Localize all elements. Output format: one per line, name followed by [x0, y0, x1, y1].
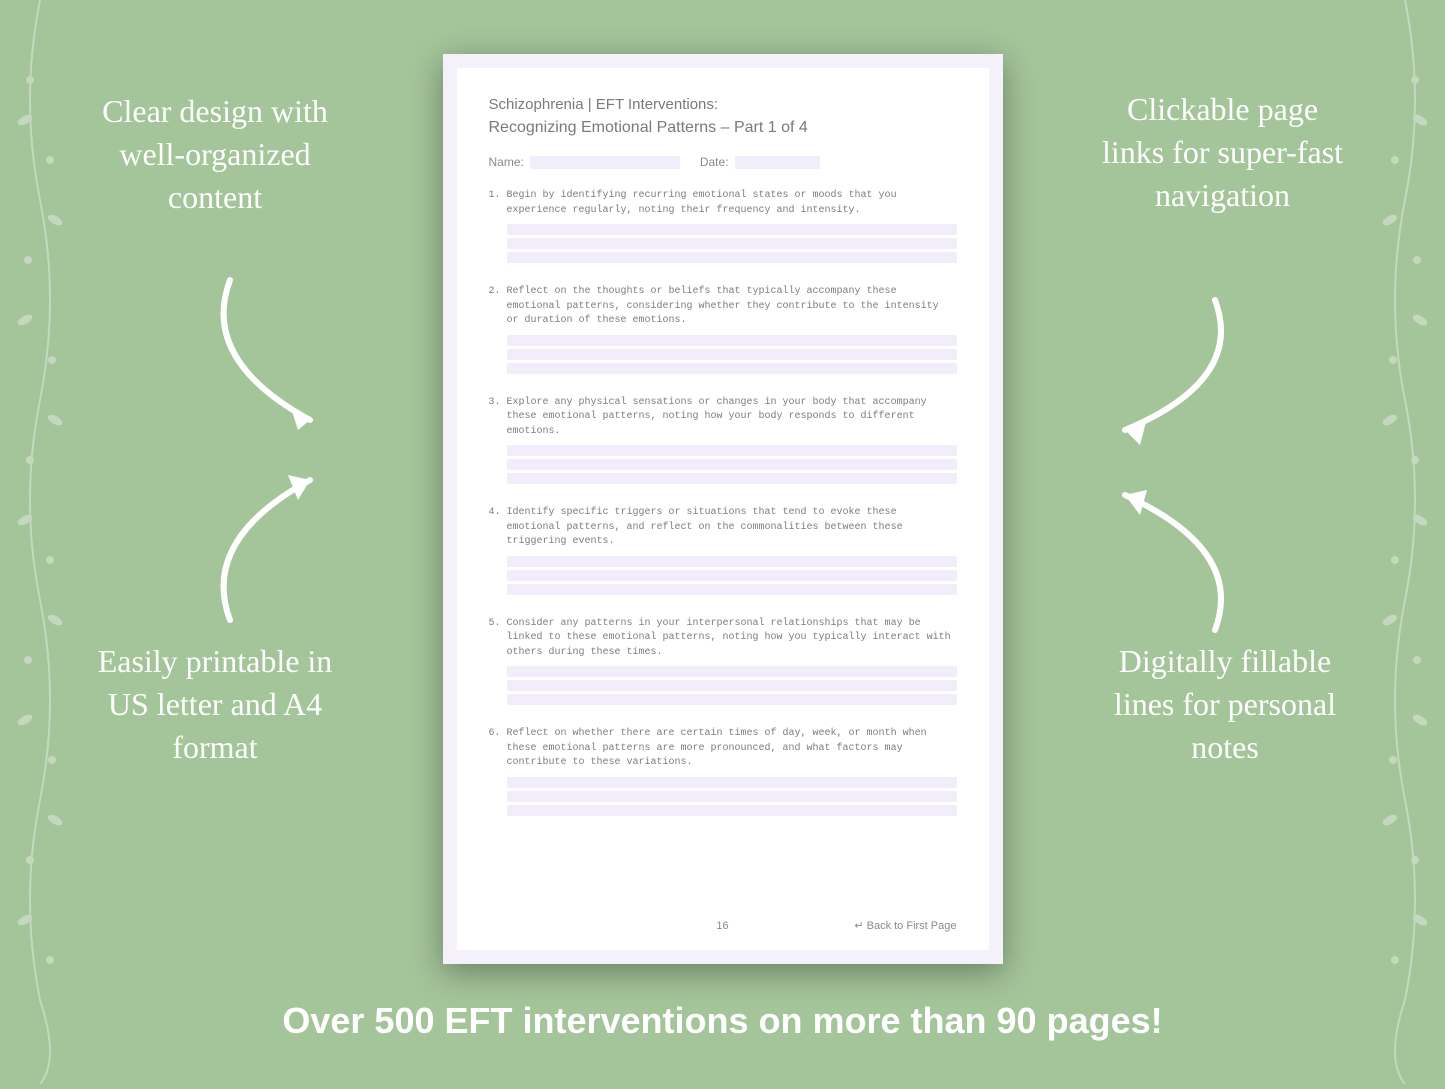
- question-text: Reflect on the thoughts or beliefs that …: [507, 286, 939, 326]
- name-input-line[interactable]: [530, 156, 680, 169]
- answer-lines[interactable]: [507, 777, 957, 816]
- question-list: Begin by identifying recurring emotional…: [489, 189, 957, 816]
- question-item: Identify specific triggers or situations…: [489, 506, 957, 595]
- callout-top-right: Clickable page links for super-fast navi…: [1095, 88, 1350, 218]
- name-field: Name:: [489, 155, 680, 169]
- callout-top-left: Clear design with well-organized content: [95, 90, 335, 220]
- decorative-vine-right: [1365, 0, 1445, 1084]
- question-text: Consider any patterns in your interperso…: [507, 618, 951, 658]
- callout-bottom-left: Easily printable in US letter and A4 for…: [95, 640, 335, 770]
- worksheet-header: Schizophrenia | EFT Interventions:: [489, 96, 957, 113]
- question-text: Identify specific triggers or situations…: [507, 507, 903, 547]
- answer-lines[interactable]: [507, 445, 957, 484]
- question-item: Begin by identifying recurring emotional…: [489, 189, 957, 263]
- arrow-top-right: [1085, 290, 1255, 460]
- answer-lines[interactable]: [507, 556, 957, 595]
- worksheet-page: Schizophrenia | EFT Interventions: Recog…: [443, 54, 1003, 964]
- date-label: Date:: [700, 155, 729, 169]
- question-item: Explore any physical sensations or chang…: [489, 396, 957, 485]
- arrow-bottom-right: [1085, 470, 1255, 640]
- question-item: Reflect on whether there are certain tim…: [489, 727, 957, 816]
- worksheet-footer: 16 ↵ Back to First Page: [489, 919, 957, 932]
- callout-bottom-right: Digitally fillable lines for personal no…: [1100, 640, 1350, 770]
- date-input-line[interactable]: [735, 156, 820, 169]
- worksheet-subheader: Recognizing Emotional Patterns – Part 1 …: [489, 119, 957, 137]
- question-text: Explore any physical sensations or chang…: [507, 397, 927, 437]
- page-number: 16: [716, 920, 728, 932]
- date-field: Date:: [700, 155, 820, 169]
- question-item: Reflect on the thoughts or beliefs that …: [489, 285, 957, 374]
- worksheet-meta-row: Name: Date:: [489, 155, 957, 169]
- answer-lines[interactable]: [507, 335, 957, 374]
- question-item: Consider any patterns in your interperso…: [489, 617, 957, 706]
- answer-lines[interactable]: [507, 224, 957, 263]
- name-label: Name:: [489, 155, 524, 169]
- question-text: Reflect on whether there are certain tim…: [507, 728, 927, 768]
- answer-lines[interactable]: [507, 666, 957, 705]
- decorative-vine-left: [0, 0, 80, 1084]
- bottom-banner: Over 500 EFT interventions on more than …: [0, 1000, 1445, 1042]
- back-to-first-link[interactable]: ↵ Back to First Page: [854, 919, 956, 932]
- question-text: Begin by identifying recurring emotional…: [507, 190, 897, 216]
- arrow-bottom-left: [190, 460, 360, 630]
- arrow-top-left: [190, 270, 360, 450]
